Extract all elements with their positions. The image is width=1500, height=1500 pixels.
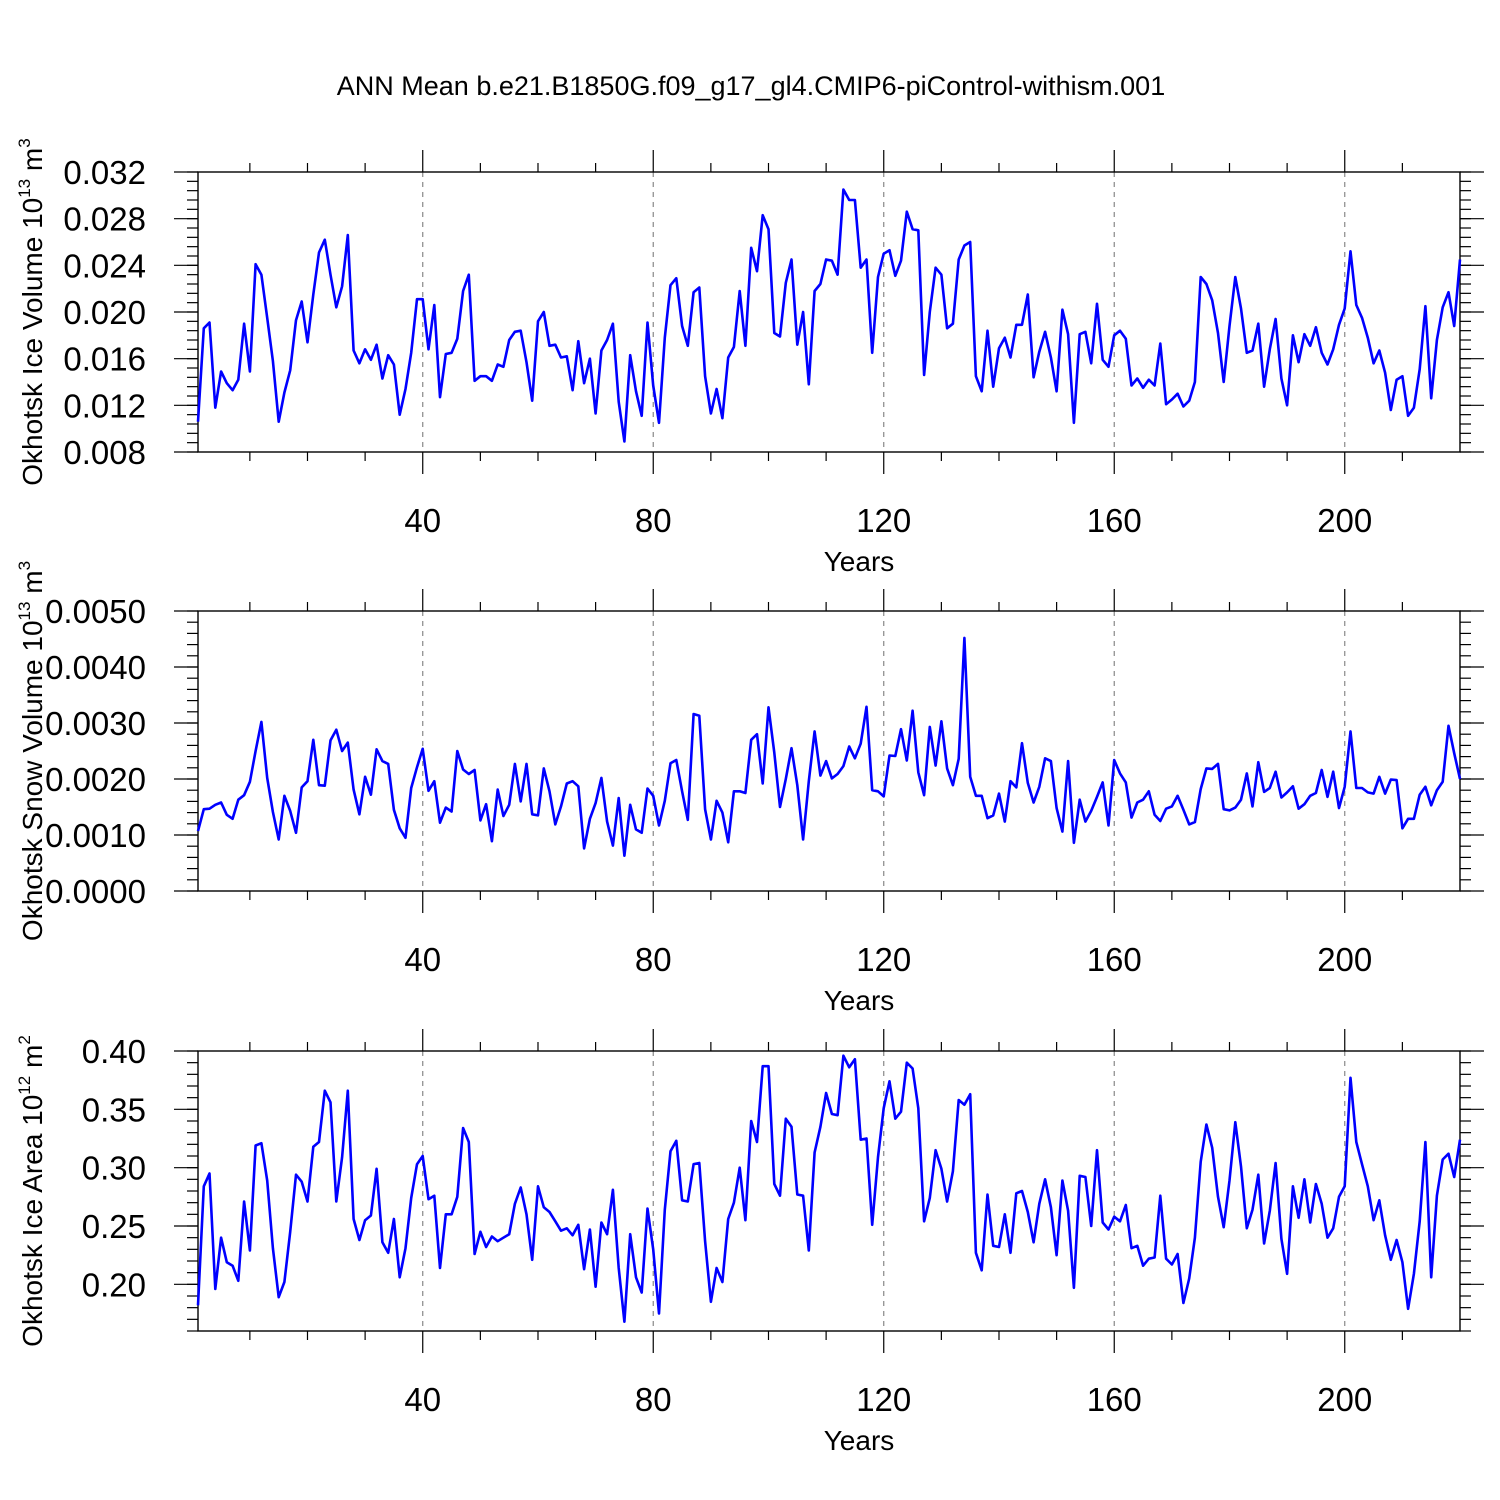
panel-1-y-tick-label: 0.024 bbox=[63, 247, 146, 284]
panel-3-x-tick-label: 160 bbox=[1087, 1381, 1142, 1418]
panel-3-x-tick-label: 200 bbox=[1317, 1381, 1372, 1418]
panel-3-x-tick-label: 80 bbox=[635, 1381, 672, 1418]
panel-1-y-tick-label: 0.008 bbox=[63, 434, 146, 471]
panel-3-y-tick-label: 0.35 bbox=[82, 1091, 146, 1128]
panel-3-plot-frame bbox=[197, 1050, 1461, 1332]
panel-1-x-tick-label: 160 bbox=[1087, 502, 1142, 539]
panel-2-y-tick-label: 0.0020 bbox=[45, 761, 146, 798]
panel-1-x-tick-label: 40 bbox=[404, 502, 441, 539]
panel-2-y-tick-label: 0.0000 bbox=[45, 873, 146, 910]
panel-3-y-tick-label: 0.40 bbox=[82, 1033, 146, 1070]
panel-2-y-tick-label: 0.0050 bbox=[45, 593, 146, 630]
panel-3-y-tick-label: 0.25 bbox=[82, 1208, 146, 1245]
panel-1-y-tick-label: 0.020 bbox=[63, 294, 146, 331]
chart-title: ANN Mean b.e21.B1850G.f09_g17_gl4.CMIP6-… bbox=[337, 71, 1165, 101]
panel-3-x-tick-label: 120 bbox=[856, 1381, 911, 1418]
panel-2-x-tick-label: 120 bbox=[856, 941, 911, 978]
panel-2-y-tick-label: 0.0010 bbox=[45, 817, 146, 854]
panel-2-x-tick-label: 160 bbox=[1087, 941, 1142, 978]
panel-1-y-tick-label: 0.012 bbox=[63, 387, 146, 424]
panel-2-x-axis-label: Years bbox=[824, 985, 895, 1016]
panel-3-x-axis-label: Years bbox=[824, 1425, 895, 1456]
panel-3-series-line bbox=[196, 1054, 1462, 1323]
panel-2-y-axis-label: Okhotsk Snow Volume 1013 m3 bbox=[15, 561, 48, 941]
panel-1-x-tick-label: 120 bbox=[856, 502, 911, 539]
panel-3-y-tick-label: 0.30 bbox=[82, 1150, 146, 1187]
panel-2-y-tick-label: 0.0040 bbox=[45, 649, 146, 686]
panel-1-x-tick-label: 200 bbox=[1317, 502, 1372, 539]
panel-2-x-tick-label: 200 bbox=[1317, 941, 1372, 978]
panel-1-y-axis-label: Okhotsk Ice Volume 1013 m3 bbox=[15, 138, 48, 485]
panel-3-x-tick-label: 40 bbox=[404, 1381, 441, 1418]
panel-3-y-tick-label: 0.20 bbox=[82, 1266, 146, 1303]
panel-1-plot-frame bbox=[197, 171, 1461, 453]
panel-1-x-tick-label: 80 bbox=[635, 502, 672, 539]
panel-2-y-tick-label: 0.0030 bbox=[45, 705, 146, 742]
panel-1-x-axis-label: Years bbox=[824, 546, 895, 577]
panel-2-plot-frame bbox=[197, 610, 1461, 892]
panel-1-y-tick-label: 0.032 bbox=[63, 154, 146, 191]
panel-2-series-line bbox=[196, 636, 1462, 858]
panel-1-y-tick-label: 0.016 bbox=[63, 341, 146, 378]
panel-2-x-tick-label: 40 bbox=[404, 941, 441, 978]
panel-1-series-line bbox=[196, 188, 1462, 443]
panel-3-y-axis-label: Okhotsk Ice Area 1012 m2 bbox=[15, 1035, 48, 1347]
panel-2-x-tick-label: 80 bbox=[635, 941, 672, 978]
panel-1-y-tick-label: 0.028 bbox=[63, 201, 146, 238]
